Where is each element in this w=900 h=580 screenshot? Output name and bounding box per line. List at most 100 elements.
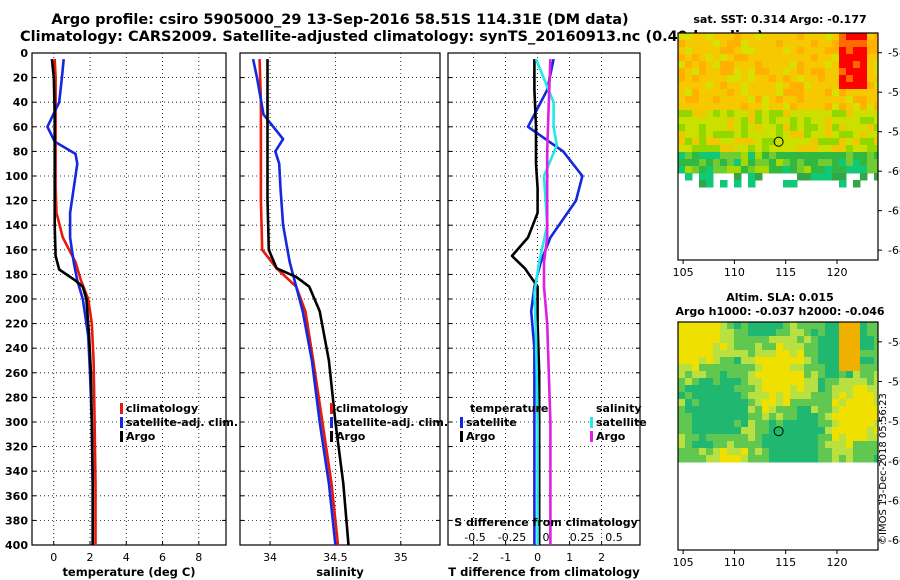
- sla-map-cell: [748, 336, 756, 344]
- sst-map-cell: [860, 110, 868, 118]
- sla-map-cell: [748, 448, 756, 456]
- temperature-legend-item-label: climatology: [126, 402, 198, 415]
- sst-map-cell: [769, 145, 777, 153]
- sst-map-cell: [678, 124, 686, 132]
- sst-map-cell: [748, 152, 756, 160]
- sst-map-cell: [818, 159, 826, 167]
- sla-map-cell: [706, 350, 714, 358]
- sst-map-cell: [769, 75, 777, 83]
- sla-map-cell: [832, 350, 840, 358]
- sst-map-cell: [769, 110, 777, 118]
- sla-map-cell: [839, 322, 847, 330]
- sst-map-cell: [818, 40, 826, 48]
- sla-map-cell: [755, 336, 763, 344]
- sla-map-cell: [699, 322, 707, 330]
- sla-map-cell: [748, 329, 756, 337]
- sla-map-cell: [685, 343, 693, 351]
- sla-map-cell: [762, 357, 770, 365]
- sla-map-cell: [776, 399, 784, 407]
- sst-map-cell: [811, 138, 819, 146]
- sla-map-cell: [818, 385, 826, 393]
- sst-map-cell: [748, 75, 756, 83]
- sst-map-cell: [783, 61, 791, 69]
- sst-map-cell: [825, 40, 833, 48]
- sst-map-cell: [706, 75, 714, 83]
- sst-map-cell: [846, 82, 854, 90]
- sst-map-cell: [713, 159, 721, 167]
- sst-map-cell: [678, 33, 686, 41]
- sst-map-cell: [734, 96, 742, 104]
- sst-map-cell: [706, 68, 714, 76]
- sla-map-cell: [720, 392, 728, 400]
- depth-tick-label: 360: [5, 490, 28, 503]
- sla-map-cell: [706, 406, 714, 414]
- sst-map-cell: [832, 152, 840, 160]
- sla-map-cell: [685, 455, 693, 463]
- sla-map-cell: [734, 336, 742, 344]
- sst-map-cell: [839, 173, 847, 181]
- sla-map-cell: [874, 378, 878, 386]
- sla-map-cell: [818, 350, 826, 358]
- sst-map-cell: [804, 54, 812, 62]
- sst-map-cell: [727, 47, 735, 55]
- sst-map-cell: [874, 61, 878, 69]
- sla-map-cell: [867, 378, 875, 386]
- sla-map-cell: [867, 455, 875, 463]
- sst-map-cell: [692, 166, 700, 174]
- sla-map-cell: [860, 392, 868, 400]
- sst-map-cell: [825, 159, 833, 167]
- sst-map-cell: [734, 103, 742, 111]
- sla-map-cell: [825, 406, 833, 414]
- sst-map-cell: [846, 152, 854, 160]
- sst-map-cell: [713, 117, 721, 125]
- sla-map-cell: [797, 441, 805, 449]
- sst-map-cell: [839, 138, 847, 146]
- sla-map-cell: [692, 448, 700, 456]
- sst-map-cell: [839, 180, 847, 188]
- sst-map-cell: [699, 89, 707, 97]
- sla-map-cell: [839, 455, 847, 463]
- sst-map-cell: [678, 89, 686, 97]
- sst-map-cell: [741, 159, 749, 167]
- sla-map-cell: [790, 392, 798, 400]
- sst-map-cell: [825, 173, 833, 181]
- sst-map-cell: [706, 166, 714, 174]
- sla-map-cell: [867, 322, 875, 330]
- sst-map-cell: [720, 180, 728, 188]
- sla-map-cell: [811, 357, 819, 365]
- sst-map-cell: [832, 110, 840, 118]
- sla-map-cell: [762, 392, 770, 400]
- sla-map-cell: [727, 378, 735, 386]
- sla-map-cell: [748, 413, 756, 421]
- difference-x2-tick-label: 0.5: [605, 531, 623, 544]
- sst-map-cell: [783, 180, 791, 188]
- sla-map-cell: [741, 448, 749, 456]
- sst-map-cell: [762, 145, 770, 153]
- sst-map-cell: [783, 82, 791, 90]
- sla-map-cell: [748, 420, 756, 428]
- salinity-x-tick-label: 35: [394, 551, 408, 564]
- sst-map-cell: [804, 61, 812, 69]
- sst-map-cell: [874, 47, 878, 55]
- sla-map-cell: [825, 385, 833, 393]
- sst-map-cell: [692, 103, 700, 111]
- sst-map-cell: [776, 40, 784, 48]
- sla-map-cell: [755, 413, 763, 421]
- sla-map-cell: [769, 350, 777, 358]
- sla-map-cell: [713, 336, 721, 344]
- sla-map-cell: [727, 336, 735, 344]
- sst-map-cell: [825, 75, 833, 83]
- sst-map-cell: [874, 138, 878, 146]
- sla-map-cell: [776, 385, 784, 393]
- sst-map-cell: [867, 61, 875, 69]
- sst-map-cell: [867, 131, 875, 139]
- sst-map-cell: [769, 68, 777, 76]
- sst-map-cell: [832, 159, 840, 167]
- sla-map-cell: [860, 427, 868, 435]
- salinity-series-1: [251, 58, 337, 546]
- sla-map-cell: [846, 420, 854, 428]
- sla-map-cell: [804, 399, 812, 407]
- sst-map-cell: [741, 96, 749, 104]
- sst-map-cell: [804, 103, 812, 111]
- sla-map-cell: [678, 350, 686, 358]
